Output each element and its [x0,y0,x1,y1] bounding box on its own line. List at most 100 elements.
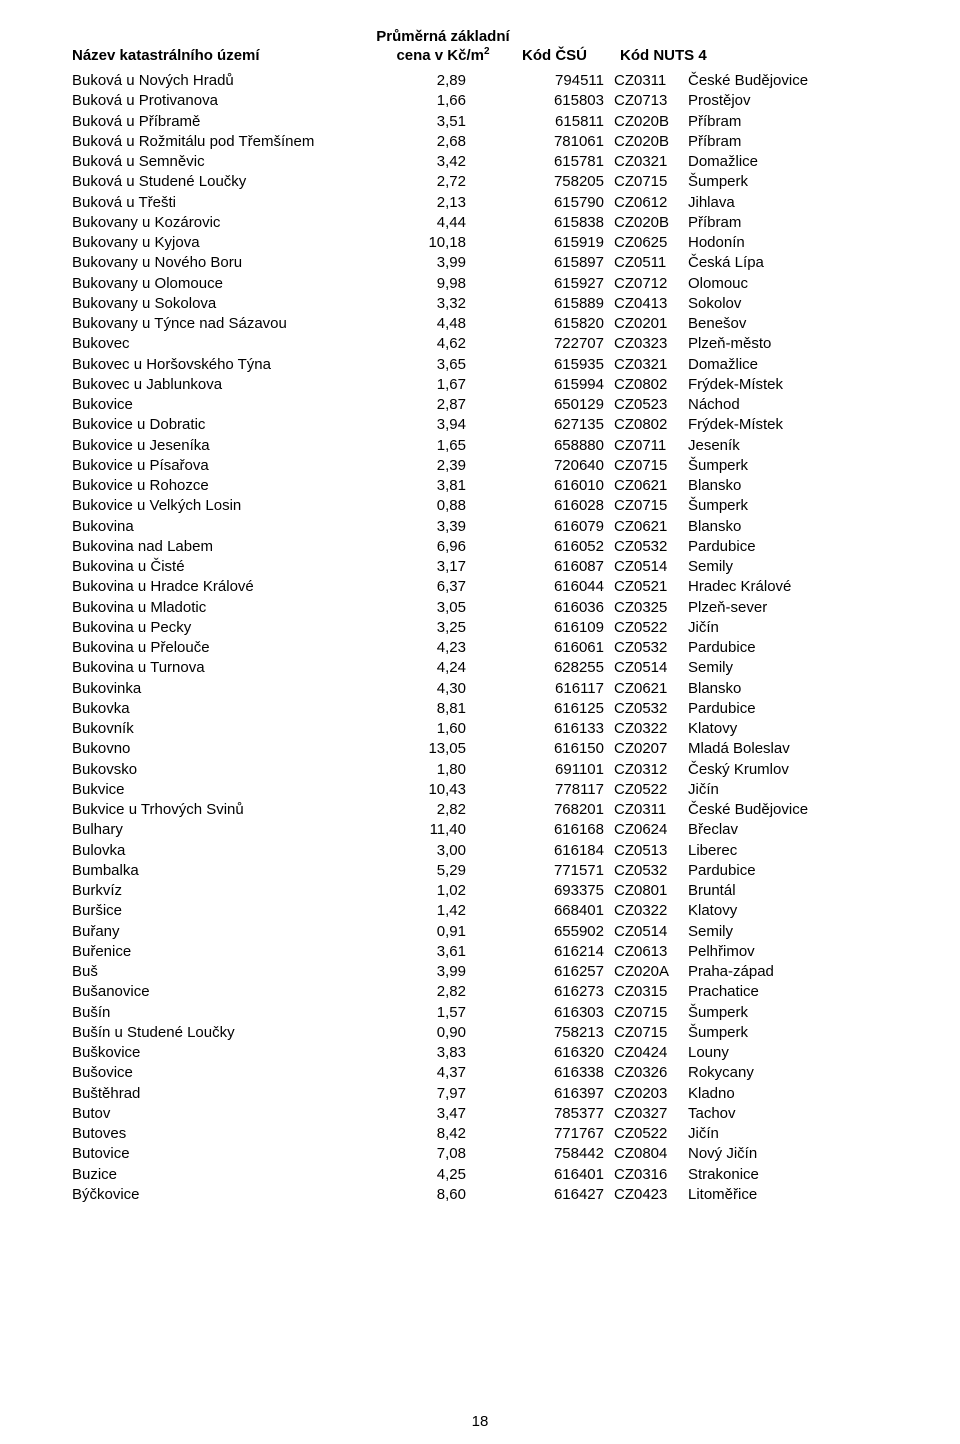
cell-spacer [466,982,512,1002]
cell-nuts-code: CZ0523 [614,395,688,415]
cell-csu: 722707 [512,334,614,354]
cell-csu: 778117 [512,780,614,800]
cell-price: 3,39 [374,517,466,537]
cell-nuts-name: Hodonín [688,233,888,253]
table-row: Bušovice4,37616338CZ0326Rokycany [72,1063,888,1083]
cell-nuts-name: Strakonice [688,1165,888,1185]
cell-nuts-name: Jihlava [688,193,888,213]
cell-csu: 616061 [512,638,614,658]
cell-spacer [466,375,512,395]
cell-nuts-code: CZ0522 [614,780,688,800]
cell-spacer [466,1043,512,1063]
header-col-csu: Kód ČSÚ [512,47,614,65]
cell-price: 2,87 [374,395,466,415]
cell-name: Bukovina u Čisté [72,557,374,577]
cell-spacer [466,172,512,192]
cell-nuts-code: CZ0804 [614,1144,688,1164]
table-row: Buková u Třešti2,13615790CZ0612Jihlava [72,193,888,213]
cell-nuts-code: CZ0801 [614,881,688,901]
cell-csu: 781061 [512,132,614,152]
cell-nuts-name: Kladno [688,1084,888,1104]
cell-name: Bukovina u Pecky [72,618,374,638]
cell-spacer [466,71,512,91]
table-row: Bukovice u Písařova2,39720640CZ0715Šumpe… [72,456,888,476]
cell-name: Bukovník [72,719,374,739]
cell-name: Bukovice u Rohozce [72,476,374,496]
cell-csu: 615994 [512,375,614,395]
table-row: Bukovník1,60616133CZ0322Klatovy [72,719,888,739]
cell-spacer [466,1165,512,1185]
cell-price: 8,42 [374,1124,466,1144]
cell-nuts-name: Litoměřice [688,1185,888,1205]
cell-nuts-code: CZ0532 [614,537,688,557]
cell-csu: 616257 [512,962,614,982]
cell-nuts-code: CZ0321 [614,152,688,172]
header-price-line1: Průměrná základní [374,28,512,46]
cell-csu: 627135 [512,415,614,435]
table-row: Bukvice u Trhových Svinů2,82768201CZ0311… [72,800,888,820]
cell-price: 3,51 [374,112,466,132]
cell-nuts-code: CZ0522 [614,1124,688,1144]
cell-spacer [466,436,512,456]
cell-spacer [466,193,512,213]
cell-csu: 655902 [512,922,614,942]
cell-csu: 658880 [512,436,614,456]
table-row: Bukovice2,87650129CZ0523Náchod [72,395,888,415]
cell-csu: 616338 [512,1063,614,1083]
cell-nuts-code: CZ0413 [614,294,688,314]
cell-nuts-name: Prostějov [688,91,888,111]
cell-spacer [466,618,512,638]
cell-price: 2,68 [374,132,466,152]
table-row: Bukovina u Turnova4,24628255CZ0514Semily [72,658,888,678]
cell-name: Butovice [72,1144,374,1164]
cell-nuts-name: Rokycany [688,1063,888,1083]
table-row: Buková u Rožmitálu pod Třemšínem2,687810… [72,132,888,152]
cell-csu: 616397 [512,1084,614,1104]
cell-name: Butov [72,1104,374,1124]
cell-price: 4,37 [374,1063,466,1083]
cell-spacer [466,922,512,942]
table-row: Bukovec u Jablunkova1,67615994CZ0802Frýd… [72,375,888,395]
cell-nuts-code: CZ0326 [614,1063,688,1083]
cell-nuts-code: CZ0621 [614,517,688,537]
cell-nuts-name: Prachatice [688,982,888,1002]
cell-price: 1,67 [374,375,466,395]
table-row: Bukovany u Nového Boru3,99615897CZ0511Če… [72,253,888,273]
header-col-name: Název katastrálního území [72,47,374,65]
cell-spacer [466,679,512,699]
cell-csu: 616036 [512,598,614,618]
cell-price: 2,72 [374,172,466,192]
cell-spacer [466,274,512,294]
cell-nuts-name: Domažlice [688,355,888,375]
cell-name: Bulovka [72,841,374,861]
cell-price: 1,65 [374,436,466,456]
cell-price: 4,25 [374,1165,466,1185]
cell-nuts-code: CZ0715 [614,172,688,192]
table-row: Bukovec u Horšovského Týna3,65615935CZ03… [72,355,888,375]
table-row: Buková u Nových Hradů2,89794511CZ0311Čes… [72,71,888,91]
cell-nuts-name: Šumperk [688,172,888,192]
cell-csu: 615820 [512,314,614,334]
cell-price: 3,94 [374,415,466,435]
cell-nuts-name: Blansko [688,476,888,496]
cell-name: Býčkovice [72,1185,374,1205]
cell-name: Buřany [72,922,374,942]
cell-price: 11,40 [374,820,466,840]
cell-nuts-code: CZ0201 [614,314,688,334]
cell-nuts-name: Liberec [688,841,888,861]
cell-nuts-name: Frýdek-Místek [688,375,888,395]
cell-csu: 615927 [512,274,614,294]
table-row: Bukovec4,62722707CZ0323Plzeň-město [72,334,888,354]
cell-spacer [466,253,512,273]
table-row: Buškovice3,83616320CZ0424Louny [72,1043,888,1063]
cell-nuts-name: Semily [688,658,888,678]
cell-name: Burkvíz [72,881,374,901]
cell-spacer [466,213,512,233]
table-row: Bukovina u Přelouče4,23616061CZ0532Pardu… [72,638,888,658]
cell-nuts-name: Šumperk [688,1023,888,1043]
cell-nuts-name: Příbram [688,132,888,152]
cell-csu: 615897 [512,253,614,273]
cell-price: 3,99 [374,253,466,273]
cell-csu: 785377 [512,1104,614,1124]
table-row: Bulovka3,00616184CZ0513Liberec [72,841,888,861]
